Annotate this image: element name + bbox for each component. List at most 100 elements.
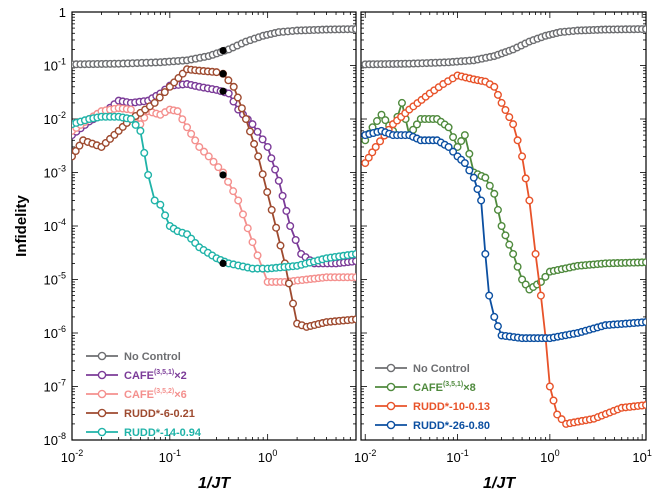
left-y-tick-labels: 1 10-1 10-2 10-3 10-4 10-5 10-6 10-7 10-8 <box>44 5 66 448</box>
legend-label: No Control <box>124 351 181 363</box>
data-point <box>204 152 213 161</box>
data-point <box>525 196 534 205</box>
legend-marker <box>97 351 107 361</box>
y-tick-label: 10-5 <box>44 271 66 288</box>
legend-item: No Control <box>375 363 470 375</box>
data-point <box>254 152 263 161</box>
data-point <box>150 98 159 107</box>
right-x-axis-label: 1/JT <box>483 475 516 492</box>
x-tick-label: 10-1 <box>159 448 181 465</box>
series-rudd-6-0-21 <box>72 65 356 331</box>
data-point <box>453 142 462 151</box>
data-point <box>126 114 135 123</box>
data-point <box>291 235 300 244</box>
data-point <box>457 137 466 146</box>
data-point <box>412 120 421 129</box>
data-point <box>352 257 356 266</box>
legend-item: RUDD*-14-0.94 <box>86 427 202 439</box>
data-point <box>373 117 382 126</box>
data-point <box>131 120 140 129</box>
data-point <box>173 107 182 116</box>
data-point <box>276 241 285 250</box>
legend-marker <box>386 420 396 430</box>
data-point <box>278 191 287 200</box>
data-point <box>289 299 298 308</box>
data-point <box>481 173 490 182</box>
data-point <box>490 189 499 198</box>
data-point <box>258 135 267 144</box>
data-point <box>642 318 646 327</box>
data-point <box>368 148 377 157</box>
data-point <box>501 231 510 240</box>
data-point <box>501 105 510 114</box>
data-point <box>195 142 204 151</box>
data-point <box>150 196 159 205</box>
data-point <box>246 127 255 136</box>
x-tick-label: 10-1 <box>446 448 468 465</box>
data-point <box>449 133 458 142</box>
legend-label: CAFE(3,5,2)×6 <box>124 388 187 401</box>
data-point <box>371 142 380 151</box>
y-tick-label: 10-4 <box>44 217 66 234</box>
legend-marker <box>97 408 107 418</box>
data-point <box>449 147 458 156</box>
data-point <box>352 249 356 258</box>
data-point <box>481 249 490 258</box>
data-point <box>282 206 291 215</box>
data-point <box>248 120 257 129</box>
y-tick-label: 10-7 <box>44 378 66 395</box>
series-no-control <box>72 25 356 69</box>
legend-label: RUDD*-26-0.80 <box>413 420 490 432</box>
data-point <box>642 401 646 410</box>
legend-item: CAFE(3,5,2)×6 <box>86 388 187 401</box>
y-tick-label: 10-6 <box>44 324 66 341</box>
highlight-point <box>219 87 227 95</box>
legend-label: RUDD*-14-0.94 <box>124 427 202 439</box>
data-point <box>465 166 474 175</box>
highlight-point <box>219 259 227 267</box>
data-point <box>156 200 165 209</box>
left-legend: No Control CAFE(3,5,1)×2 CAFE(3,5,2)×6 RUDD… <box>86 351 202 439</box>
data-point <box>397 98 406 107</box>
x-tick-label: 100 <box>540 448 559 465</box>
data-point <box>229 187 238 196</box>
legend-marker <box>97 427 107 437</box>
data-point <box>444 142 453 151</box>
data-point <box>493 205 502 214</box>
y-axis-label: Infidelity <box>13 195 30 257</box>
legend-marker <box>386 401 396 411</box>
right-x-tick-labels: 10-2 10-1 100 101 <box>354 448 652 465</box>
data-point <box>267 205 276 214</box>
data-point <box>286 221 295 230</box>
legend-label: RUDD*-10-0.13 <box>413 401 490 413</box>
left-series-lines <box>72 25 356 331</box>
data-point <box>258 170 267 179</box>
data-point <box>352 315 356 324</box>
data-point <box>234 196 243 205</box>
data-point <box>469 173 478 182</box>
data-point <box>155 93 164 102</box>
data-point <box>253 251 262 260</box>
data-point <box>513 262 522 271</box>
legend-item: CAFE(3,5,1)×2 <box>86 369 187 382</box>
legend-marker <box>97 389 107 399</box>
data-point <box>376 137 385 146</box>
data-point <box>238 210 247 219</box>
data-point <box>140 148 149 157</box>
data-point <box>493 322 502 331</box>
data-point <box>253 127 262 136</box>
data-point <box>214 163 223 172</box>
legend-item: No Control <box>86 351 181 363</box>
legend-item: RUDD*-6-0.21 <box>86 408 195 420</box>
data-point <box>460 159 469 168</box>
y-tick-label: 10-3 <box>44 164 66 181</box>
data-point <box>183 123 192 132</box>
data-point <box>485 291 494 300</box>
data-point <box>553 410 562 419</box>
data-point <box>75 141 84 150</box>
data-point <box>642 258 646 267</box>
data-point <box>505 113 514 122</box>
data-point <box>237 104 246 113</box>
data-point <box>263 142 272 151</box>
